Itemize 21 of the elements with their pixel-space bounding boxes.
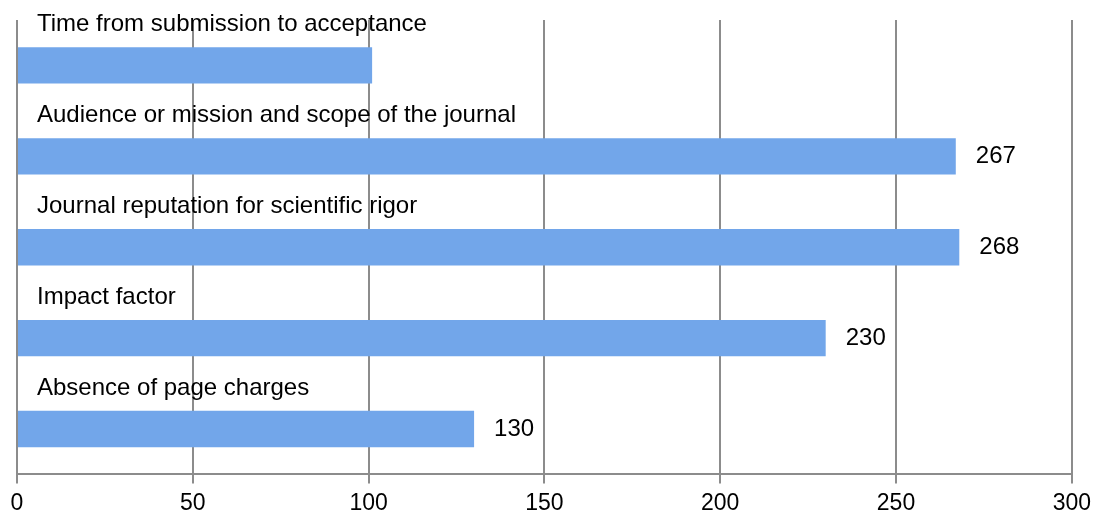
y-tick-label: Audience or mission and scope of the journal (37, 100, 516, 128)
x-tick-label: 200 (701, 488, 740, 515)
y-tick-label: Impact factor (37, 281, 176, 309)
y-tick-label: Journal reputation for scientific rigor (37, 191, 418, 219)
x-tick-label: 150 (525, 488, 564, 515)
data-label: 230 (845, 322, 886, 350)
x-tick-label: 50 (180, 488, 206, 515)
bar (18, 410, 475, 448)
bar (18, 138, 956, 175)
bar (18, 229, 960, 266)
data-label: 267 (975, 140, 1016, 168)
x-tick-label: 0 (10, 488, 24, 515)
data-label: 268 (979, 231, 1020, 259)
x-tick-label: 100 (349, 488, 388, 515)
x-tick-label: 300 (1052, 488, 1091, 515)
y-tick-label: Absence of page charges (37, 372, 310, 400)
y-tick-label: Time from submission to acceptance (37, 9, 427, 37)
data-label: 130 (494, 413, 535, 441)
bar (18, 47, 373, 84)
x-tick-label: 250 (876, 488, 916, 515)
bar (18, 319, 826, 357)
